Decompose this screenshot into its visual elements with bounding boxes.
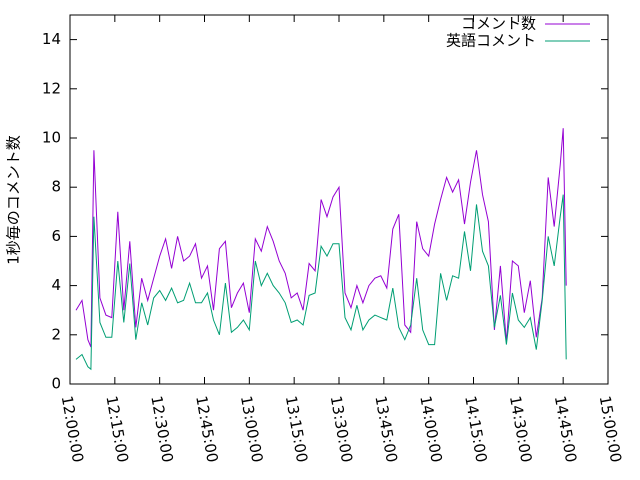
x-tick-label: 12:15:00 [102, 394, 131, 463]
y-tick-label: 8 [51, 178, 61, 196]
y-tick-label: 0 [51, 375, 61, 393]
x-tick-label: 13:15:00 [282, 394, 311, 463]
y-tick-label: 14 [42, 30, 61, 48]
y-tick-label: 6 [51, 227, 61, 245]
x-tick-label: 14:30:00 [506, 394, 535, 463]
x-tick-label: 14:15:00 [461, 394, 490, 463]
y-tick-label: 12 [42, 79, 61, 97]
x-tick-label: 12:45:00 [192, 394, 221, 463]
series-line [75, 194, 567, 371]
x-tick-label: 13:30:00 [327, 394, 356, 463]
y-tick-label: 4 [51, 276, 61, 294]
x-tick-label: 12:30:00 [147, 394, 176, 463]
y-tick-label: 2 [51, 325, 61, 343]
x-tick-label: 13:45:00 [371, 394, 400, 463]
x-tick-label: 13:00:00 [237, 394, 266, 463]
series-line [75, 128, 567, 348]
x-tick-label: 12:00:00 [58, 394, 87, 463]
y-tick-label: 10 [42, 129, 61, 147]
plot-frame [69, 14, 609, 385]
y-axis-label: 1秒毎のコメント数 [5, 135, 23, 265]
legend-label: 英語コメント [446, 32, 536, 50]
legend-label: コメント数 [461, 15, 536, 33]
x-tick-label: 14:45:00 [551, 394, 580, 463]
x-tick-label: 15:00:00 [596, 394, 625, 463]
x-tick-label: 14:00:00 [416, 394, 445, 463]
